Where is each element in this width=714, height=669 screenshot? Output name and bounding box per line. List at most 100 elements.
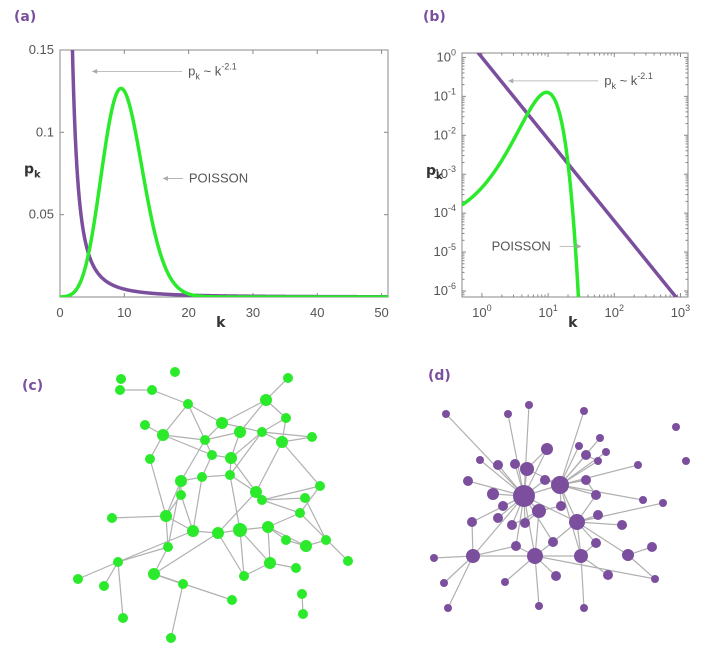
network-node [183, 399, 193, 409]
network-edge [230, 457, 257, 493]
network-edge [77, 561, 119, 580]
network-node [118, 613, 128, 623]
network-edge [117, 546, 169, 563]
network-edge [507, 413, 525, 497]
network-node [176, 490, 186, 500]
annotation-arrowhead [92, 68, 98, 74]
network-edge [180, 439, 206, 482]
network-edge [192, 476, 203, 532]
network-node [535, 602, 543, 610]
network-node [216, 417, 228, 429]
network-edge [217, 491, 257, 534]
network-node [575, 442, 583, 450]
network-edge [180, 494, 194, 532]
network-node [116, 374, 126, 384]
network-node [343, 556, 353, 566]
network-edge [111, 515, 167, 519]
network-node [551, 476, 569, 494]
panel-label-c: (c) [22, 378, 43, 394]
network-edge [523, 404, 530, 497]
network-node [507, 520, 517, 530]
network-node [520, 462, 534, 476]
y-tick-label: 10-3 [434, 164, 456, 181]
network-node [73, 574, 83, 584]
network-node [170, 367, 180, 377]
x-axis-label: k [216, 315, 226, 331]
network-node [476, 456, 484, 464]
network-node [556, 501, 566, 511]
network-edge [559, 464, 639, 486]
network-node [551, 571, 561, 581]
network-edge [261, 431, 313, 438]
network-node [300, 540, 312, 552]
network-edge [165, 480, 182, 517]
network-edge [162, 434, 206, 441]
random-network-graph [73, 367, 353, 643]
x-tick-label: 103 [671, 303, 690, 320]
network-node [321, 535, 331, 545]
network-edge [153, 532, 219, 575]
x-axis-label: k [568, 315, 578, 331]
x-tick-label: 101 [538, 303, 557, 320]
network-node [295, 508, 305, 518]
chart-linear-degree-distribution: 0 10 20 30 40 50 0.05 0.1 0.15 k pk pk ~ k-2.1 POISS… [24, 42, 389, 331]
network-node [276, 436, 288, 448]
network-node [163, 542, 173, 552]
network-node [581, 475, 591, 485]
network-node [197, 472, 207, 482]
x-tick-label: 30 [246, 305, 260, 320]
network-node [501, 578, 509, 586]
network-edge [229, 431, 263, 476]
network-node [467, 517, 477, 527]
network-edge [559, 484, 644, 501]
network-node [430, 554, 438, 562]
network-edge [217, 532, 245, 577]
network-node [672, 423, 680, 431]
network-node [622, 549, 634, 561]
network-node [540, 475, 550, 485]
network-node [250, 486, 262, 498]
network-node [603, 570, 613, 580]
network-node [617, 520, 627, 530]
network-edge [534, 555, 656, 580]
network-node [647, 542, 657, 552]
y-tick-label: 0.05 [29, 207, 54, 222]
network-node [281, 535, 291, 545]
panel-label-a: (a) [14, 9, 36, 25]
network-edge [576, 502, 664, 523]
network-edge [281, 441, 321, 487]
annotation-label: pk ~ k-2.1 [188, 61, 237, 81]
network-node [315, 481, 325, 491]
network-edge [304, 497, 327, 541]
network-edge [117, 530, 194, 563]
network-node [227, 595, 237, 605]
x-tick-label: 100 [472, 303, 491, 320]
network-edge [261, 499, 301, 514]
network-node [511, 541, 521, 551]
network-node [262, 521, 274, 533]
network-node [298, 609, 308, 619]
network-node [233, 523, 247, 537]
network-node [593, 510, 603, 520]
x-tick-label: 40 [310, 305, 324, 320]
x-tick-label: 10 [117, 305, 131, 320]
network-node [234, 426, 246, 438]
network-edge [187, 403, 223, 424]
network-node [444, 604, 452, 612]
annotation-label: POISSON [492, 238, 551, 253]
y-tick-label: 100 [437, 47, 456, 64]
network-node [283, 373, 293, 383]
network-node [166, 633, 176, 643]
network-edge [151, 389, 189, 405]
network-node [257, 495, 267, 505]
y-tick-label: 0.15 [29, 42, 54, 57]
network-node [187, 525, 199, 537]
network-edge [580, 555, 585, 609]
network-node [178, 579, 188, 589]
network-node [212, 527, 224, 539]
x-tick-label: 50 [374, 305, 388, 320]
network-node [300, 493, 310, 503]
y-tick-label: 10-4 [434, 203, 456, 220]
network-edge [149, 458, 167, 517]
